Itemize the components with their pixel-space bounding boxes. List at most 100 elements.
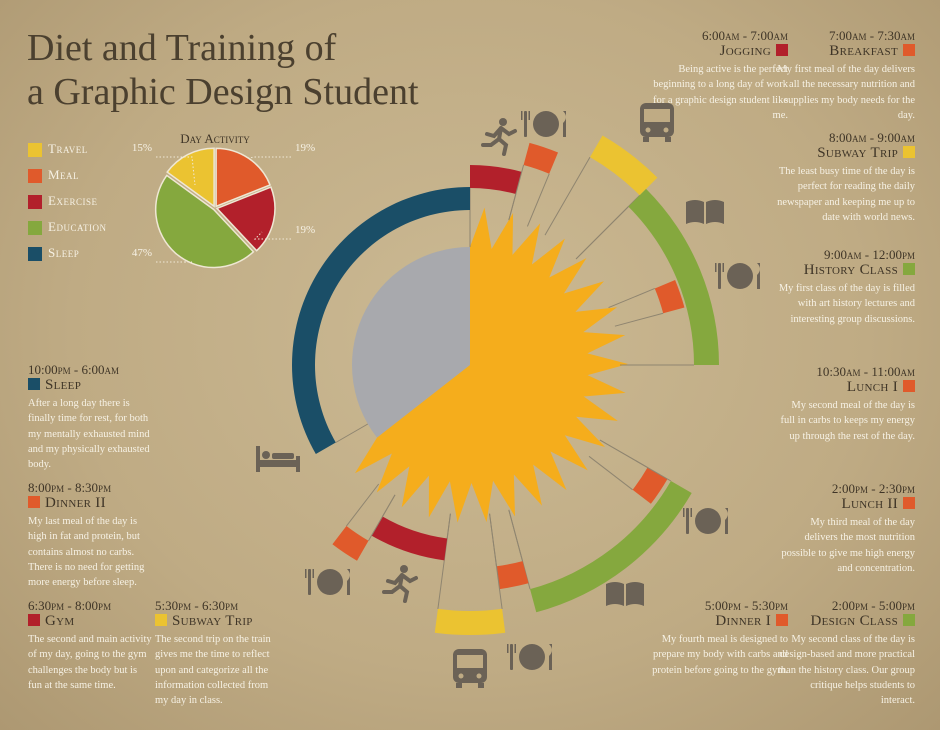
entry-text: The second trip on the train gives me th…: [155, 634, 271, 707]
leader-line: [335, 423, 369, 443]
entry-time: 8:00am - 9:00am: [828, 130, 915, 145]
entry-text: The second and main activity of my day, …: [28, 634, 152, 691]
entry: 7:00am - 7:30am Breakfast My first meal of…: [775, 28, 915, 123]
leader-line: [614, 312, 664, 327]
entry: 8:00am - 9:00am Subway Trip The least busy…: [775, 130, 915, 225]
bed-icon: [256, 446, 300, 472]
timeline-arc: [470, 165, 522, 195]
entry-name: Dinner I: [715, 613, 771, 629]
entry: 6:00am - 7:00am Jogging Being active is th…: [648, 28, 788, 123]
pie-slice: [215, 147, 272, 208]
pie-leader: [247, 156, 291, 159]
entry-time: 7:00am - 7:30am: [828, 28, 915, 43]
entry-swatch: [776, 44, 788, 56]
entry-text: My second meal of the day is full in car…: [780, 400, 915, 442]
sun: [354, 207, 628, 523]
book-icon: [606, 582, 644, 606]
entry-title: Dinner II: [28, 495, 153, 512]
timeline-arc: [332, 526, 369, 561]
meal-icon: [715, 263, 760, 289]
entry-swatch: [903, 614, 915, 626]
entry-swatch: [903, 263, 915, 275]
entry-name: Dinner II: [45, 495, 106, 511]
entry-name: Subway Trip: [172, 613, 253, 629]
entry-name: History Class: [803, 262, 898, 278]
entry-time: 8:00pm - 8:30pm: [28, 480, 112, 495]
entry-swatch: [28, 496, 40, 508]
entry-swatch: [155, 614, 167, 626]
book-icon: [686, 200, 724, 224]
pie-slice: [154, 174, 255, 269]
pie-title: Day Activity: [180, 131, 250, 146]
pie-value-label: 19%: [295, 142, 315, 154]
timeline-arc: [523, 142, 559, 174]
entry: 6:30pm - 8:00pm Gym The second and main ac…: [28, 598, 153, 693]
runner-icon: [481, 116, 517, 156]
timeline-arc: [654, 280, 685, 314]
title: Diet and Training of a Graphic Design Stu…: [27, 26, 419, 114]
entry-text: My third meal of the day delivers the mo…: [781, 517, 915, 574]
entry-time: 6:30pm - 8:00pm: [28, 598, 112, 613]
leader-line: [575, 206, 629, 260]
entry-time: 10:30am - 11:00am: [816, 364, 915, 379]
entry-title: Gym: [28, 613, 153, 630]
night-disc: [352, 247, 470, 444]
entry: 2:00pm - 2:30pm Lunch II My third meal of …: [775, 481, 915, 576]
leader-line: [446, 513, 451, 539]
clock: [292, 135, 719, 635]
entry-text: Being active is the perfect beginning to…: [652, 64, 788, 121]
pie-leader: [156, 156, 196, 186]
entry-title: Design Class: [775, 613, 915, 630]
timeline-arc: [496, 561, 529, 590]
timeline-arc: [371, 516, 448, 561]
leader-line: [588, 455, 633, 491]
entry-swatch: [903, 146, 915, 158]
entry-time: 2:00pm - 5:00pm: [831, 598, 915, 613]
entry-time: 9:00am - 12:00pm: [823, 247, 915, 262]
entry-text: After a long day there is finally time f…: [28, 398, 150, 471]
leader-line: [489, 513, 503, 609]
entry-title: Jogging: [648, 43, 788, 60]
title-line: a Graphic Design Student: [27, 71, 419, 113]
pie-value-label: 15%: [132, 142, 152, 154]
legend-swatch: [28, 247, 42, 261]
entry-text: My fourth meal is designed to prepare my…: [652, 634, 788, 676]
entry: 5:30pm - 6:30pm Subway Trip The second tri…: [155, 598, 280, 708]
entry-name: Lunch I: [846, 379, 898, 395]
entry-swatch: [776, 614, 788, 626]
bus-icon: [453, 649, 487, 688]
entry-name: Lunch II: [841, 496, 898, 512]
pie-value-label: 19%: [295, 224, 315, 236]
title-line: Diet and Training of: [27, 27, 337, 69]
timeline-arc: [632, 467, 668, 504]
entry-title: Sleep: [28, 377, 153, 394]
pie-value-label: 47%: [132, 247, 152, 259]
timeline-arc: [590, 135, 658, 196]
entry-swatch: [28, 614, 40, 626]
entry-title: Dinner I: [648, 613, 788, 630]
leader-line: [368, 494, 396, 542]
legend-label: Exercise: [48, 193, 98, 208]
leader-line: [346, 483, 380, 527]
entry-time: 2:00pm - 2:30pm: [831, 481, 915, 496]
meal-icon: [683, 508, 728, 534]
legend-label: Education: [48, 219, 107, 234]
legend-label: Sleep: [48, 245, 80, 260]
entry: 9:00am - 12:00pm History Class My first cl…: [775, 247, 915, 327]
entry-time: 5:30pm - 6:30pm: [155, 598, 239, 613]
legend-swatch: [28, 143, 42, 157]
leader-line: [544, 156, 591, 236]
entry-swatch: [903, 380, 915, 392]
entry-text: The least busy time of the day is perfec…: [777, 166, 915, 223]
entry-title: Subway Trip: [775, 145, 915, 162]
leader-line: [508, 509, 524, 562]
entry-swatch: [903, 44, 915, 56]
meal-icon: [305, 569, 350, 595]
leader-line: [599, 439, 672, 482]
meal-icon: [521, 111, 566, 137]
timeline-arc: [530, 481, 692, 613]
entry-swatch: [903, 497, 915, 509]
entry-name: Sleep: [45, 377, 82, 393]
